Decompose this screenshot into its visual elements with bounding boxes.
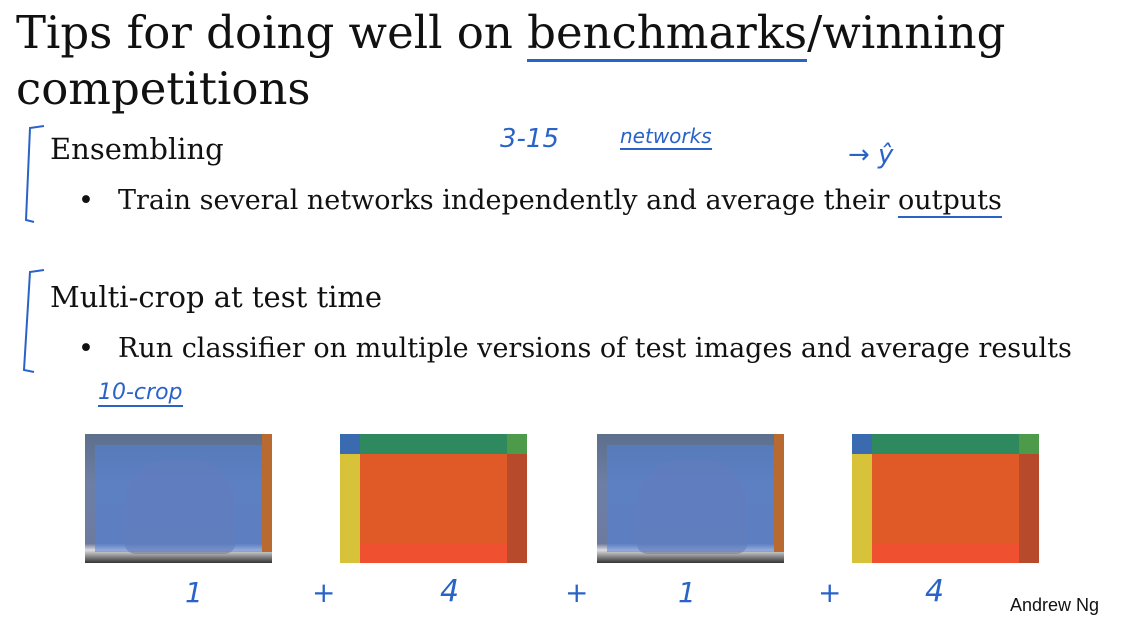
annotation-range: 3-15 [500,124,560,154]
count-4: 4 [440,574,460,609]
cat-image-center-crop [85,434,272,563]
bullet-ensembling: • Train several networks independently an… [78,185,1002,218]
bullet-text: Run classifier on multiple versions of t… [118,333,1072,364]
section-heading-ensembling: Ensembling [50,132,224,166]
annotation-yhat: → ŷ [848,140,894,170]
slide-title-line1: Tips for doing well on benchmarks/winnin… [16,6,1006,62]
plus-sign: + [312,576,336,609]
bullet-dot: • [78,185,94,216]
annotation-10-crop: 10-crop [98,380,183,407]
annotation-networks: networks [620,124,712,150]
bullet-multicrop: • Run classifier on multiple versions of … [78,333,1072,364]
cat-image-corner-crops [340,434,527,563]
slide-title-line2: competitions [16,62,311,115]
cat-image-corner-crops-flipped [852,434,1039,563]
plus-sign: + [565,576,589,609]
title-text: Tips for doing well on [16,6,528,59]
plus-sign: + [818,576,842,609]
bullet-dot: • [78,333,94,364]
count-1: 1 [678,576,696,609]
count-1: 1 [185,576,203,609]
count-4: 4 [925,574,945,609]
title-text-after: /winning [807,6,1006,59]
bracket-multicrop [22,269,45,373]
bullet-text: Train several networks independently and… [118,185,898,216]
bracket-ensembling [24,125,45,223]
title-underlined-word: benchmarks [527,6,808,62]
bracket-annotations [22,125,45,373]
section-heading-multicrop: Multi-crop at test time [50,280,383,314]
cat-image-center-crop-flipped [597,434,784,563]
author-label: Andrew Ng [1010,595,1100,615]
bullet-underlined-word: outputs [897,185,1002,218]
